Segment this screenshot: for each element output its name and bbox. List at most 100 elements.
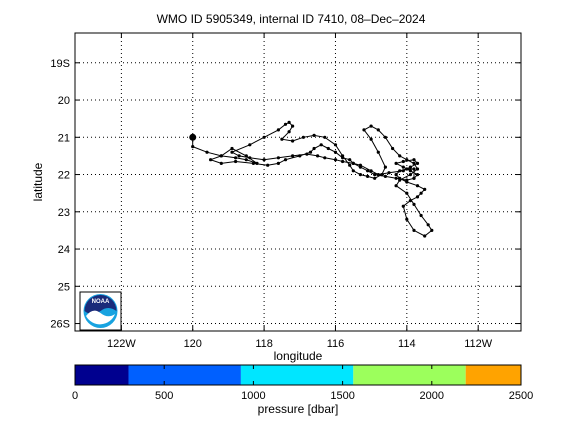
trajectory-point: [219, 161, 223, 165]
trajectory-point: [230, 150, 234, 154]
colorbar-bands: [75, 365, 521, 385]
trajectory-point: [376, 173, 380, 177]
trajectory-point: [412, 176, 416, 180]
trajectory-point: [415, 173, 420, 177]
trajectory-point: [341, 159, 345, 164]
colorbar-tick-label: 0: [72, 390, 78, 402]
trajectory-point: [366, 174, 370, 178]
colorbar-label: pressure [dbar]: [258, 402, 339, 416]
trajectory-point: [415, 195, 420, 199]
trajectory-point: [358, 173, 362, 177]
trajectory-point: [308, 150, 313, 154]
noaa-logo: NOAA: [79, 291, 122, 331]
trajectory-point: [323, 135, 327, 139]
y-tick-label: 25: [58, 281, 70, 293]
grid-lines: [75, 33, 521, 331]
trajectory-point: [287, 120, 291, 124]
float-trajectory: [189, 120, 434, 238]
y-tick-label: 20: [58, 95, 70, 107]
trajectory-point: [319, 143, 323, 147]
trajectory-point: [408, 165, 412, 169]
trajectory-point: [412, 202, 416, 206]
trajectory-point: [262, 135, 266, 139]
trajectory-point: [244, 154, 248, 158]
trajectory-point: [398, 176, 402, 180]
trajectory-point: [276, 128, 280, 132]
trajectory-point: [423, 187, 427, 191]
colorbar-band: [240, 365, 354, 385]
x-tick-label: 118: [255, 338, 273, 350]
trajectory-point: [287, 130, 291, 134]
y-tick-label: 26S: [50, 319, 70, 331]
noaa-logo-text: NOAA: [92, 299, 110, 305]
trajectory-point: [415, 167, 420, 171]
trajectory-point: [412, 228, 416, 232]
trajectory-point: [408, 173, 412, 177]
trajectory-point: [276, 161, 280, 165]
y-axis-ticks: 19S 20 21 22 23 24 25 26S: [50, 58, 521, 331]
trajectory-point: [209, 158, 213, 162]
trajectory-point: [326, 146, 330, 151]
y-tick-label: 21: [58, 132, 70, 144]
trajectory-point: [412, 167, 416, 171]
chart-title: WMO ID 5905349, internal ID 7410, 08–Dec…: [157, 12, 426, 26]
trajectory-point: [369, 137, 373, 141]
trajectory-point: [401, 169, 405, 173]
trajectory-point: [405, 191, 409, 195]
trajectory-point: [366, 169, 370, 173]
trajectory-point: [401, 165, 405, 169]
map-axes: 122W 120 118 116 114 112W 19S 20 21 22 23 24 25 26S: [50, 32, 522, 350]
trajectory-point: [394, 161, 398, 165]
y-tick-label: 23: [58, 207, 70, 219]
trajectory-point: [401, 159, 405, 164]
trajectory-point: [405, 217, 409, 221]
trajectory-point: [205, 150, 209, 154]
trajectory-point: [266, 163, 270, 167]
x-tick-label: 122W: [107, 338, 136, 350]
y-axis-label: latitude: [31, 162, 45, 201]
trajectory-point: [251, 161, 255, 165]
trajectory-point: [394, 184, 398, 188]
trajectory-point: [237, 154, 241, 158]
trajectory-point: [408, 169, 412, 173]
trajectory-point: [301, 135, 305, 139]
trajectory-point: [248, 143, 252, 147]
trajectory-point: [423, 234, 427, 238]
x-tick-label: 112W: [464, 338, 493, 350]
trajectory-point: [401, 204, 405, 208]
trajectory-point: [351, 169, 355, 173]
trajectory-point: [230, 146, 234, 151]
trajectory-point: [291, 124, 295, 128]
trajectory-point: [408, 199, 412, 203]
trajectory-point: [255, 161, 259, 165]
colorbar-band: [75, 365, 129, 385]
trajectory-point: [323, 156, 327, 160]
trajectory-point: [405, 158, 409, 162]
trajectory-point: [383, 165, 387, 169]
trajectory-point: [387, 171, 391, 175]
trajectory-point: [312, 133, 316, 137]
trajectory-point: [348, 158, 352, 162]
trajectory-point: [415, 184, 420, 188]
colorbar-band: [128, 365, 241, 385]
start-point-marker: [189, 133, 197, 141]
trajectory-point: [234, 159, 238, 164]
x-tick-label: 116: [327, 338, 345, 350]
trajectory-point: [376, 128, 380, 132]
pressure-colorbar: 0 500 1000 1500 2000 2500 pressure [dbar]: [72, 364, 533, 416]
colorbar-tick-label: 2500: [509, 390, 533, 402]
trajectory-point: [348, 163, 352, 167]
y-tick-label: 22: [58, 170, 70, 182]
trajectory-point: [405, 167, 409, 171]
trajectory-point: [415, 161, 420, 165]
trajectory-point: [351, 161, 355, 165]
trajectory-point: [394, 173, 398, 177]
x-axis-ticks: 122W 120 118 116 114 112W: [107, 33, 493, 350]
trajectory-point: [333, 158, 338, 162]
trajectory-point: [298, 154, 302, 158]
trajectory-point: [291, 154, 295, 158]
trajectory-point: [373, 176, 377, 180]
trajectory-point: [248, 156, 252, 160]
trajectory-point: [380, 173, 384, 177]
